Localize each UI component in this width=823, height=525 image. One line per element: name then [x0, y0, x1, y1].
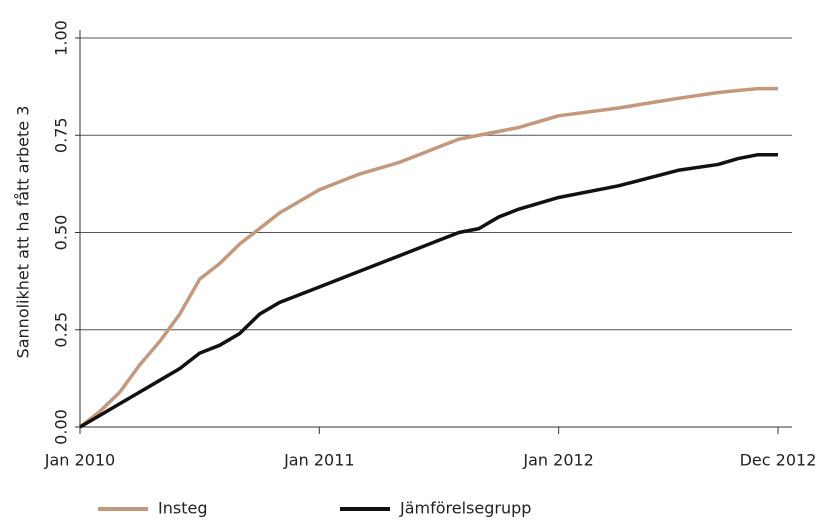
y-axis-label: Sannolikhet att ha fått arbete 3 [14, 106, 33, 359]
legend-label: Insteg [158, 499, 207, 518]
x-tick-label: Jan 2011 [283, 451, 354, 470]
line [78, 86, 778, 429]
x-tick-label: Jan 2010 [44, 451, 115, 470]
y-tick-label: 0.00 [52, 409, 71, 445]
y-tick-label: 0.25 [52, 312, 71, 348]
y-tick-label: 1.00 [52, 20, 71, 56]
x-tick-label: Jan 2012 [522, 451, 593, 470]
y-tick-label: 0.50 [52, 215, 71, 251]
y-tick-label: 0.75 [52, 117, 71, 153]
legend-label: Jämförelsegrupp [399, 499, 531, 518]
line [79, 152, 778, 429]
x-tick-label: Dec 2012 [740, 451, 817, 470]
